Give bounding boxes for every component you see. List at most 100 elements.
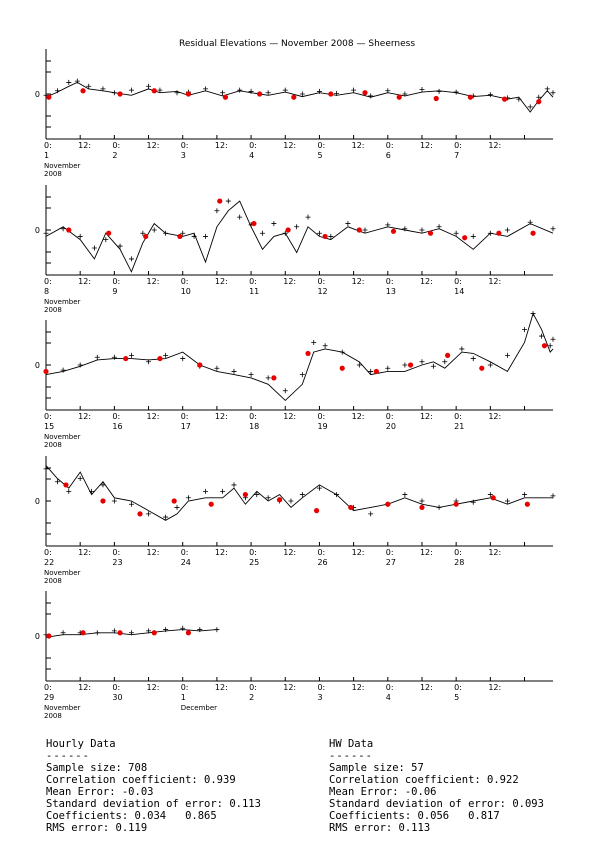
hourly-point: [368, 93, 374, 99]
hourly-point: [180, 625, 186, 631]
x-tick-label: 0:: [386, 548, 394, 557]
hourly-point: [100, 482, 106, 488]
x-tick-label: 12:: [78, 141, 91, 150]
day-label: 27: [386, 558, 396, 567]
hourly-coefficients: Coefficients: 0.034 0.865: [46, 810, 217, 822]
hourly-point: [487, 362, 493, 368]
hourly-point: [550, 493, 556, 499]
hw-point: [348, 504, 354, 511]
x-tick-label: 0:: [44, 548, 52, 557]
hourly-point: [111, 628, 117, 634]
hourly-point: [265, 90, 271, 96]
panel-5: 0 0: 12: 0: 12: 0: 12: 0: 12: 0: 12: 0: 12: 0: 12: 29 30…: [35, 591, 553, 720]
hourly-point: [248, 88, 254, 94]
hourly-point: [339, 349, 345, 355]
x-tick-label: 0:: [112, 683, 120, 692]
y-tick-label: 0: [35, 226, 40, 235]
hourly-point: [163, 352, 169, 358]
hourly-point: [402, 226, 408, 232]
day-label: 1: [44, 151, 49, 160]
hourly-point: [436, 88, 442, 94]
day-label: 12: [317, 287, 327, 296]
x-tick-label: 12:: [215, 548, 228, 557]
day-label: 18: [249, 422, 259, 431]
x-tick-label: 0:: [386, 141, 394, 150]
hourly-point: [299, 91, 305, 97]
hourly-point: [94, 630, 100, 636]
hourly-point: [66, 79, 72, 85]
hw-point: [467, 94, 473, 100]
hourly-point: [436, 224, 442, 230]
prediction-line: [45, 465, 553, 521]
x-tick-label: 12:: [147, 683, 160, 692]
x-tick-label: 0:: [181, 412, 189, 421]
hourly-sample-size: Sample size: 708: [46, 762, 148, 774]
day-label: 3: [181, 151, 186, 160]
x-tick-label: 0:: [249, 683, 257, 692]
hourly-point: [237, 214, 243, 220]
hw-point: [46, 94, 52, 100]
hw-point: [445, 352, 451, 358]
day-label: 19: [317, 422, 327, 431]
year-label: 2008: [44, 712, 62, 720]
hw-std-error: Standard deviation of error: 0.093: [329, 798, 544, 810]
x-tick-label: 0:: [454, 548, 462, 557]
hourly-point: [544, 86, 550, 92]
hourly-point: [419, 359, 425, 365]
hw-point: [373, 368, 380, 375]
hourly-point: [254, 492, 260, 498]
x-tick-label: 0:: [249, 277, 257, 286]
hourly-point: [316, 485, 322, 491]
hourly-stats-underline: ------: [46, 750, 90, 762]
day-label: 30: [112, 693, 122, 702]
x-tick-label: 12:: [352, 141, 365, 150]
hw-sample-size: Sample size: 57: [329, 762, 424, 774]
x-tick-label: 0:: [249, 412, 257, 421]
hourly-point: [288, 498, 294, 504]
x-tick-label: 0:: [386, 277, 394, 286]
x-tick-label: 12:: [147, 412, 160, 421]
hw-point: [106, 230, 112, 236]
hourly-point: [470, 356, 476, 362]
hourly-point: [430, 363, 436, 369]
x-tick-label: 0:: [317, 548, 325, 557]
x-tick-label: 12:: [352, 683, 365, 692]
hourly-point: [402, 492, 408, 498]
hourly-point: [191, 233, 197, 239]
day-label: 10: [181, 287, 191, 296]
hourly-mean-error: Mean Error: -0.03: [46, 786, 154, 798]
day-label: 17: [181, 422, 191, 431]
hourly-point: [459, 346, 465, 352]
hourly-point: [419, 227, 425, 233]
hourly-point: [231, 368, 237, 374]
hw-point: [462, 235, 468, 241]
hourly-rms-error: RMS error: 0.119: [46, 822, 148, 834]
hw-coefficients: Coefficients: 0.056 0.817: [329, 810, 500, 822]
month-label: November: [44, 298, 81, 306]
hw-point: [313, 508, 320, 514]
x-tick-label: 12:: [283, 277, 296, 286]
hw-point: [208, 501, 214, 507]
hourly-point: [66, 488, 72, 494]
x-tick-label: 0:: [386, 412, 394, 421]
hw-point: [541, 343, 548, 349]
hourly-point: [527, 219, 533, 225]
hw-point: [143, 233, 149, 240]
hourly-point: [128, 352, 134, 358]
day-label: 16: [112, 422, 122, 431]
x-tick-label: 0:: [386, 683, 394, 692]
hw-point: [63, 482, 69, 488]
hw-point: [151, 630, 157, 636]
hourly-point: [60, 367, 66, 373]
hourly-point: [282, 87, 288, 93]
day-label: 6: [386, 151, 391, 160]
hourly-point: [470, 499, 476, 505]
hw-point: [43, 368, 49, 375]
x-tick-label: 12:: [283, 683, 296, 692]
hourly-point: [111, 354, 117, 360]
hw-point: [66, 227, 72, 233]
hourly-point: [151, 227, 157, 233]
hw-point: [339, 365, 345, 371]
x-tick-label: 12:: [488, 141, 501, 150]
y-tick-label: 0: [35, 361, 40, 370]
